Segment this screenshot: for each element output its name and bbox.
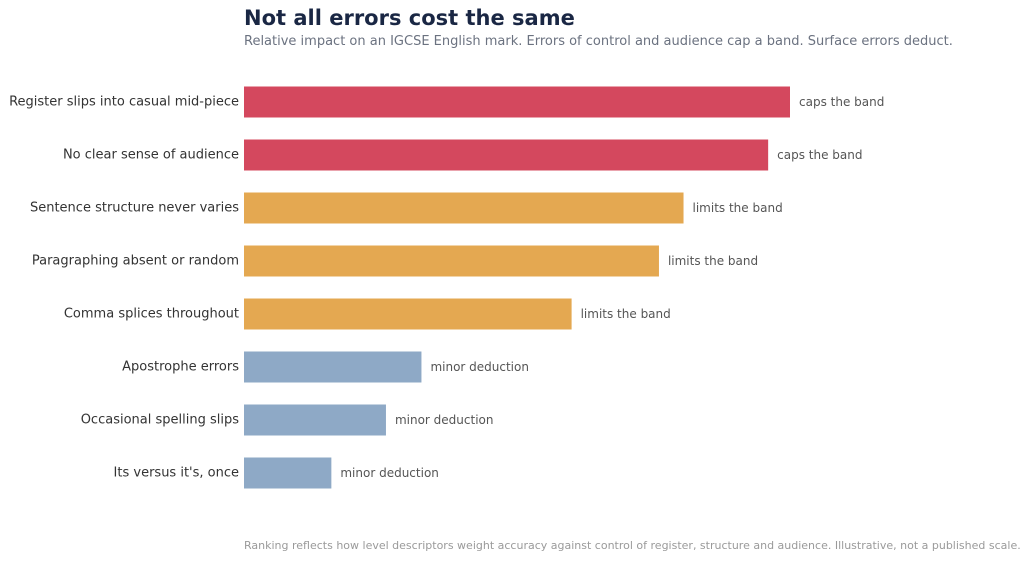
bar-group: Register slips into casual mid-piece caps… [9,86,884,489]
bar-6 [244,351,422,383]
bar-value-label-7: minor deduction [395,413,494,427]
bar-value-label-4: limits the band [668,254,758,268]
bar-value-label-5: limits the band [581,307,671,321]
bar-3 [244,192,684,224]
bar-2 [244,139,769,171]
category-label-6: Apostrophe errors [122,360,239,375]
category-label-2: No clear sense of audience [63,148,239,163]
chart-subtitle: Relative impact on an IGCSE English mark… [244,34,953,49]
bar-8 [244,457,332,489]
bar-value-label-6: minor deduction [430,360,529,374]
chart-footnote: Ranking reflects how level descriptors w… [244,539,1021,552]
bar-5 [244,298,572,330]
category-label-4: Paragraphing absent or random [32,254,239,269]
category-label-7: Occasional spelling slips [81,413,240,428]
category-label-8: Its versus it's, once [114,466,239,481]
bar-value-label-2: caps the band [777,148,862,162]
bar-7 [244,404,386,436]
chart-title: Not all errors cost the same [244,6,575,30]
category-label-3: Sentence structure never varies [30,201,239,216]
category-label-5: Comma splices throughout [64,307,239,322]
bar-value-label-3: limits the band [693,201,783,215]
category-label-1: Register slips into casual mid-piece [9,95,239,110]
bar-value-label-8: minor deduction [340,466,439,480]
bar-4 [244,245,659,277]
bar-value-label-1: caps the band [799,95,884,109]
bar-1 [244,86,790,118]
